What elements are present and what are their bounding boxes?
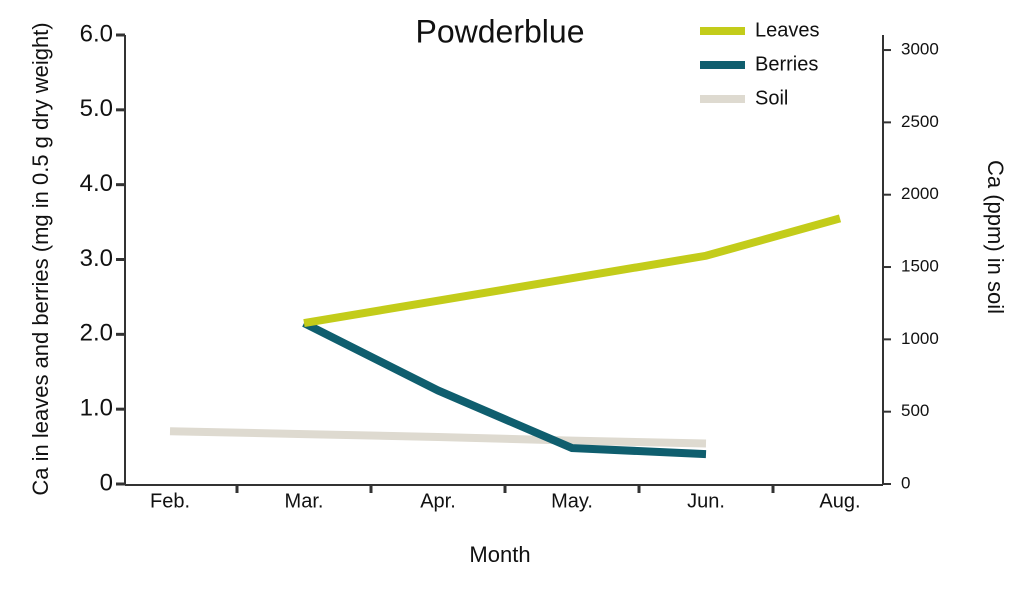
y-tick-label: 0 xyxy=(100,469,113,496)
series-line xyxy=(302,319,707,459)
y2-axis-title: Ca (ppm) in soil xyxy=(983,160,1008,314)
legend-label: Soil xyxy=(755,87,788,109)
x-tick-label: Mar. xyxy=(285,490,324,512)
y-tick-label: 5.0 xyxy=(80,95,113,122)
y2-tick-label: 500 xyxy=(901,401,929,420)
y2-tick-label: 3000 xyxy=(901,40,939,59)
x-tick-label: Feb. xyxy=(150,490,190,512)
y2-tick-label: 1000 xyxy=(901,329,939,348)
x-tick-label: Jun. xyxy=(687,490,725,512)
y-tick-label: 3.0 xyxy=(80,245,113,272)
x-tick-label: May. xyxy=(551,490,593,512)
x-tick-label: Apr. xyxy=(420,490,456,512)
y2-tick-label: 1500 xyxy=(901,257,939,276)
x-axis-title: Month xyxy=(469,542,530,567)
y-tick-label: 2.0 xyxy=(80,320,113,347)
series-line xyxy=(169,427,707,448)
series-line xyxy=(303,214,842,328)
y2-tick-label: 0 xyxy=(901,473,910,492)
y-tick-label: 1.0 xyxy=(80,395,113,422)
legend-label: Berries xyxy=(755,53,818,75)
y2-tick-label: 2500 xyxy=(901,112,939,131)
x-tick-label: Aug. xyxy=(819,490,860,512)
y-axis-title: Ca in leaves and berries (mg in 0.5 g dr… xyxy=(28,22,53,495)
y-tick-label: 4.0 xyxy=(80,170,113,197)
y2-tick-label: 2000 xyxy=(901,184,939,203)
y-tick-label: 6.0 xyxy=(80,20,113,47)
chart-title: Powderblue xyxy=(416,13,585,49)
legend-label: Leaves xyxy=(755,19,820,41)
